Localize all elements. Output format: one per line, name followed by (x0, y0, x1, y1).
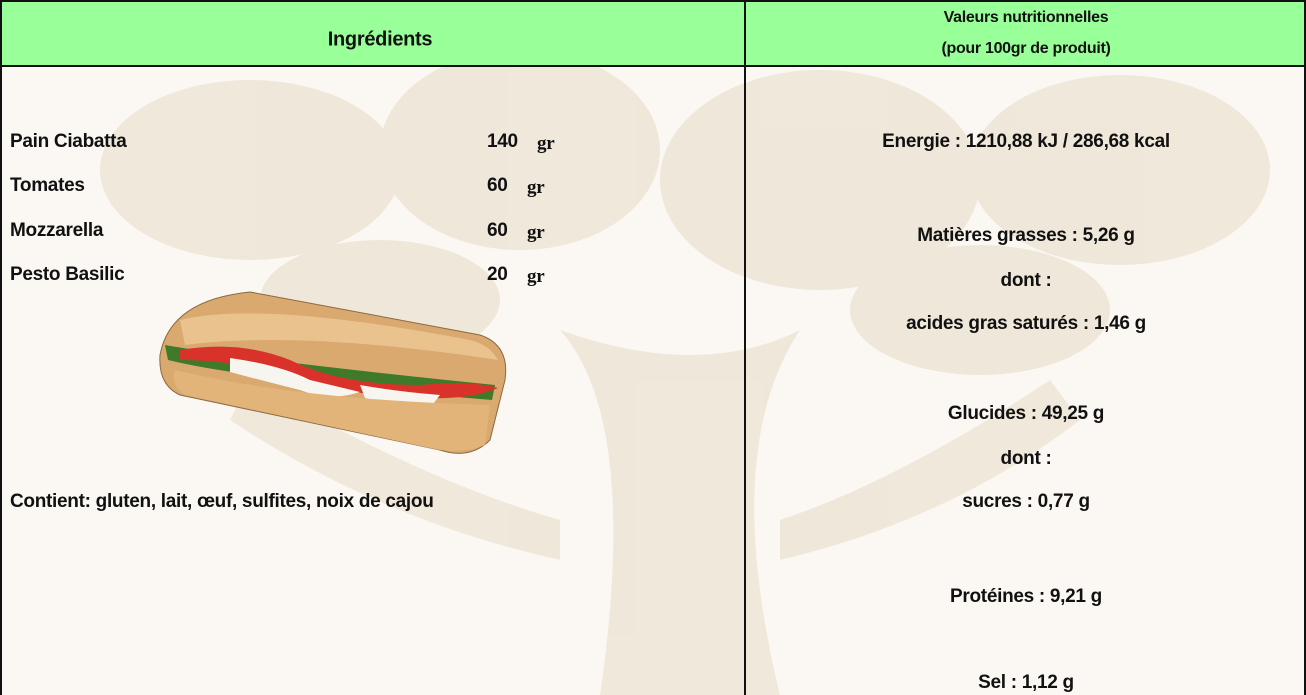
ingredient-qty: 140 (487, 131, 518, 152)
ingredient-unit: gr (537, 133, 555, 154)
ingredient-name: Pesto Basilic (10, 264, 125, 285)
ingredient-unit: gr (527, 222, 545, 243)
ingredient-unit: gr (527, 266, 545, 287)
nutrition-line: Glucides : 49,25 g (947, 403, 1105, 424)
ingredient-name: Tomates (10, 175, 85, 196)
nutrition-line: dont : (1000, 270, 1052, 291)
nutrition-line: Sel : 1,12 g (978, 672, 1074, 693)
nutrition-line: acides gras saturés : 1,46 g (906, 313, 1146, 334)
nutrition-line: dont : (1000, 448, 1052, 469)
ingredient-qty: 20 (487, 264, 508, 285)
sandwich-image (159, 291, 507, 454)
nutrition-line: Protéines : 9,21 g (950, 586, 1102, 607)
ingredient-name: Pain Ciabatta (10, 131, 127, 152)
header-nutrition-subtitle: (pour 100gr de produit) (941, 40, 1111, 57)
nutrition-line: Matières grasses : 5,26 g (917, 225, 1135, 246)
nutrition-line: sucres : 0,77 g (962, 491, 1090, 512)
ingredient-qty: 60 (487, 175, 508, 196)
allergens: Contient: gluten, lait, œuf, sulfites, n… (10, 491, 434, 512)
nutrition-line: Energie : 1210,88 kJ / 286,68 kcal (882, 131, 1170, 152)
ingredient-unit: gr (527, 177, 545, 198)
ingredient-name: Mozzarella (10, 220, 104, 241)
ingredient-qty: 60 (487, 220, 508, 241)
header-ingredients: Ingrédients (327, 28, 433, 51)
header-nutrition-title: Valeurs nutritionnelles (943, 9, 1109, 26)
